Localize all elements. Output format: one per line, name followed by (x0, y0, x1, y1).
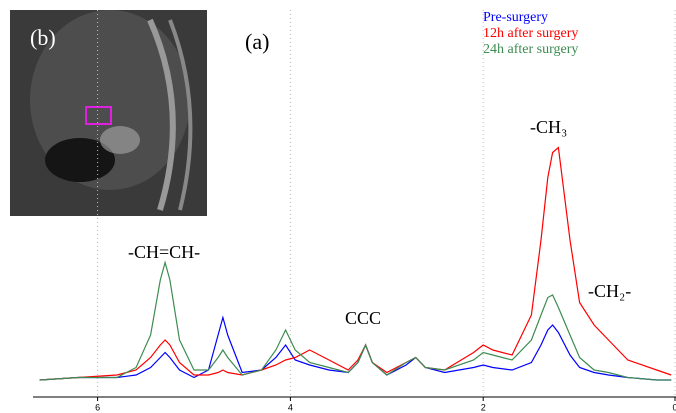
x-tick-label: 6 (95, 402, 100, 412)
legend-entry: Pre-surgery (483, 10, 548, 25)
x-tick-label: 0 (672, 402, 676, 412)
x-tick-label: 2 (481, 402, 486, 412)
legend-entry: 12h after surgery (483, 26, 578, 41)
voxel-box (85, 106, 112, 125)
annotation: -CH₂- (588, 281, 631, 301)
annotation: CCC (345, 308, 381, 328)
inset-tissue (147, 18, 176, 211)
inset-label: (b) (30, 25, 56, 50)
panel-label: (a) (245, 29, 269, 54)
x-tick-label: 4 (288, 402, 293, 412)
annotation: -CH₃ (530, 117, 567, 137)
mri-inset: (b) (10, 10, 207, 216)
inset-tissue (100, 126, 140, 154)
legend-entry: 24h after surgery (483, 42, 578, 57)
annotation: -CH=CH- (128, 242, 200, 262)
spectrum-line (39, 260, 672, 381)
inset-tissue (168, 19, 193, 211)
